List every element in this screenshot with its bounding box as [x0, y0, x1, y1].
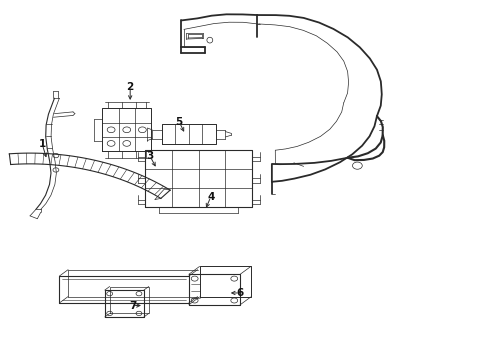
Text: 5: 5	[175, 117, 183, 127]
Text: 7: 7	[129, 301, 136, 311]
Text: 1: 1	[39, 139, 46, 149]
Text: 6: 6	[237, 288, 244, 298]
Text: 2: 2	[126, 82, 134, 92]
Text: 3: 3	[146, 150, 153, 161]
Text: 4: 4	[207, 192, 215, 202]
